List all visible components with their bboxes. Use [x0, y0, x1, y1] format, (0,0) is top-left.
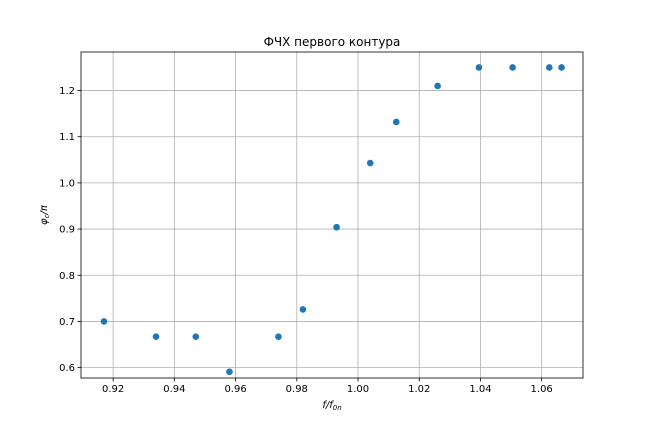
data-point [475, 64, 483, 71]
data-point [226, 368, 233, 376]
data-point [434, 82, 441, 90]
grid [81, 52, 583, 378]
x-tick-label: 0.96 [224, 384, 246, 395]
data-point [333, 223, 340, 231]
y-tick-label: 0.6 [59, 363, 75, 374]
x-tick-label: 1.06 [531, 384, 553, 395]
data-point [100, 318, 108, 325]
y-axis-label: φc/π [39, 204, 51, 225]
data-point [366, 159, 374, 167]
x-axis-label: f/f0n [322, 400, 341, 412]
x-tick-label: 0.98 [286, 384, 308, 395]
x-tick-label: 1.04 [469, 384, 491, 395]
x-tick-label: 0.92 [102, 384, 124, 395]
data-point [558, 64, 565, 71]
data-point [392, 118, 400, 126]
y-tick-label: 1.1 [59, 132, 75, 143]
data-point [152, 333, 160, 340]
plot-frame [80, 51, 584, 379]
x-tick-label: 1.00 [347, 384, 369, 395]
x-tick-label: 1.02 [408, 384, 430, 395]
y-tick-label: 1.0 [59, 178, 75, 189]
data-point [192, 333, 200, 340]
data-point [299, 306, 307, 313]
data-point [509, 64, 516, 71]
chart-title: ФЧХ первого контура [264, 35, 401, 49]
y-tick-label: 0.9 [59, 225, 75, 236]
x-tick-label: 0.94 [163, 384, 185, 395]
y-tick-label: 0.8 [59, 271, 75, 282]
data-point [546, 64, 553, 71]
y-tick-label: 0.7 [59, 317, 75, 328]
y-tick-label: 1.2 [59, 86, 75, 97]
data-points [100, 64, 565, 376]
data-point [275, 333, 282, 340]
axis-ticks: 0.92 0.94 0.96 0.98 1.00 1.02 1.04 1.06 0.6 0.7 0.… [59, 86, 553, 395]
